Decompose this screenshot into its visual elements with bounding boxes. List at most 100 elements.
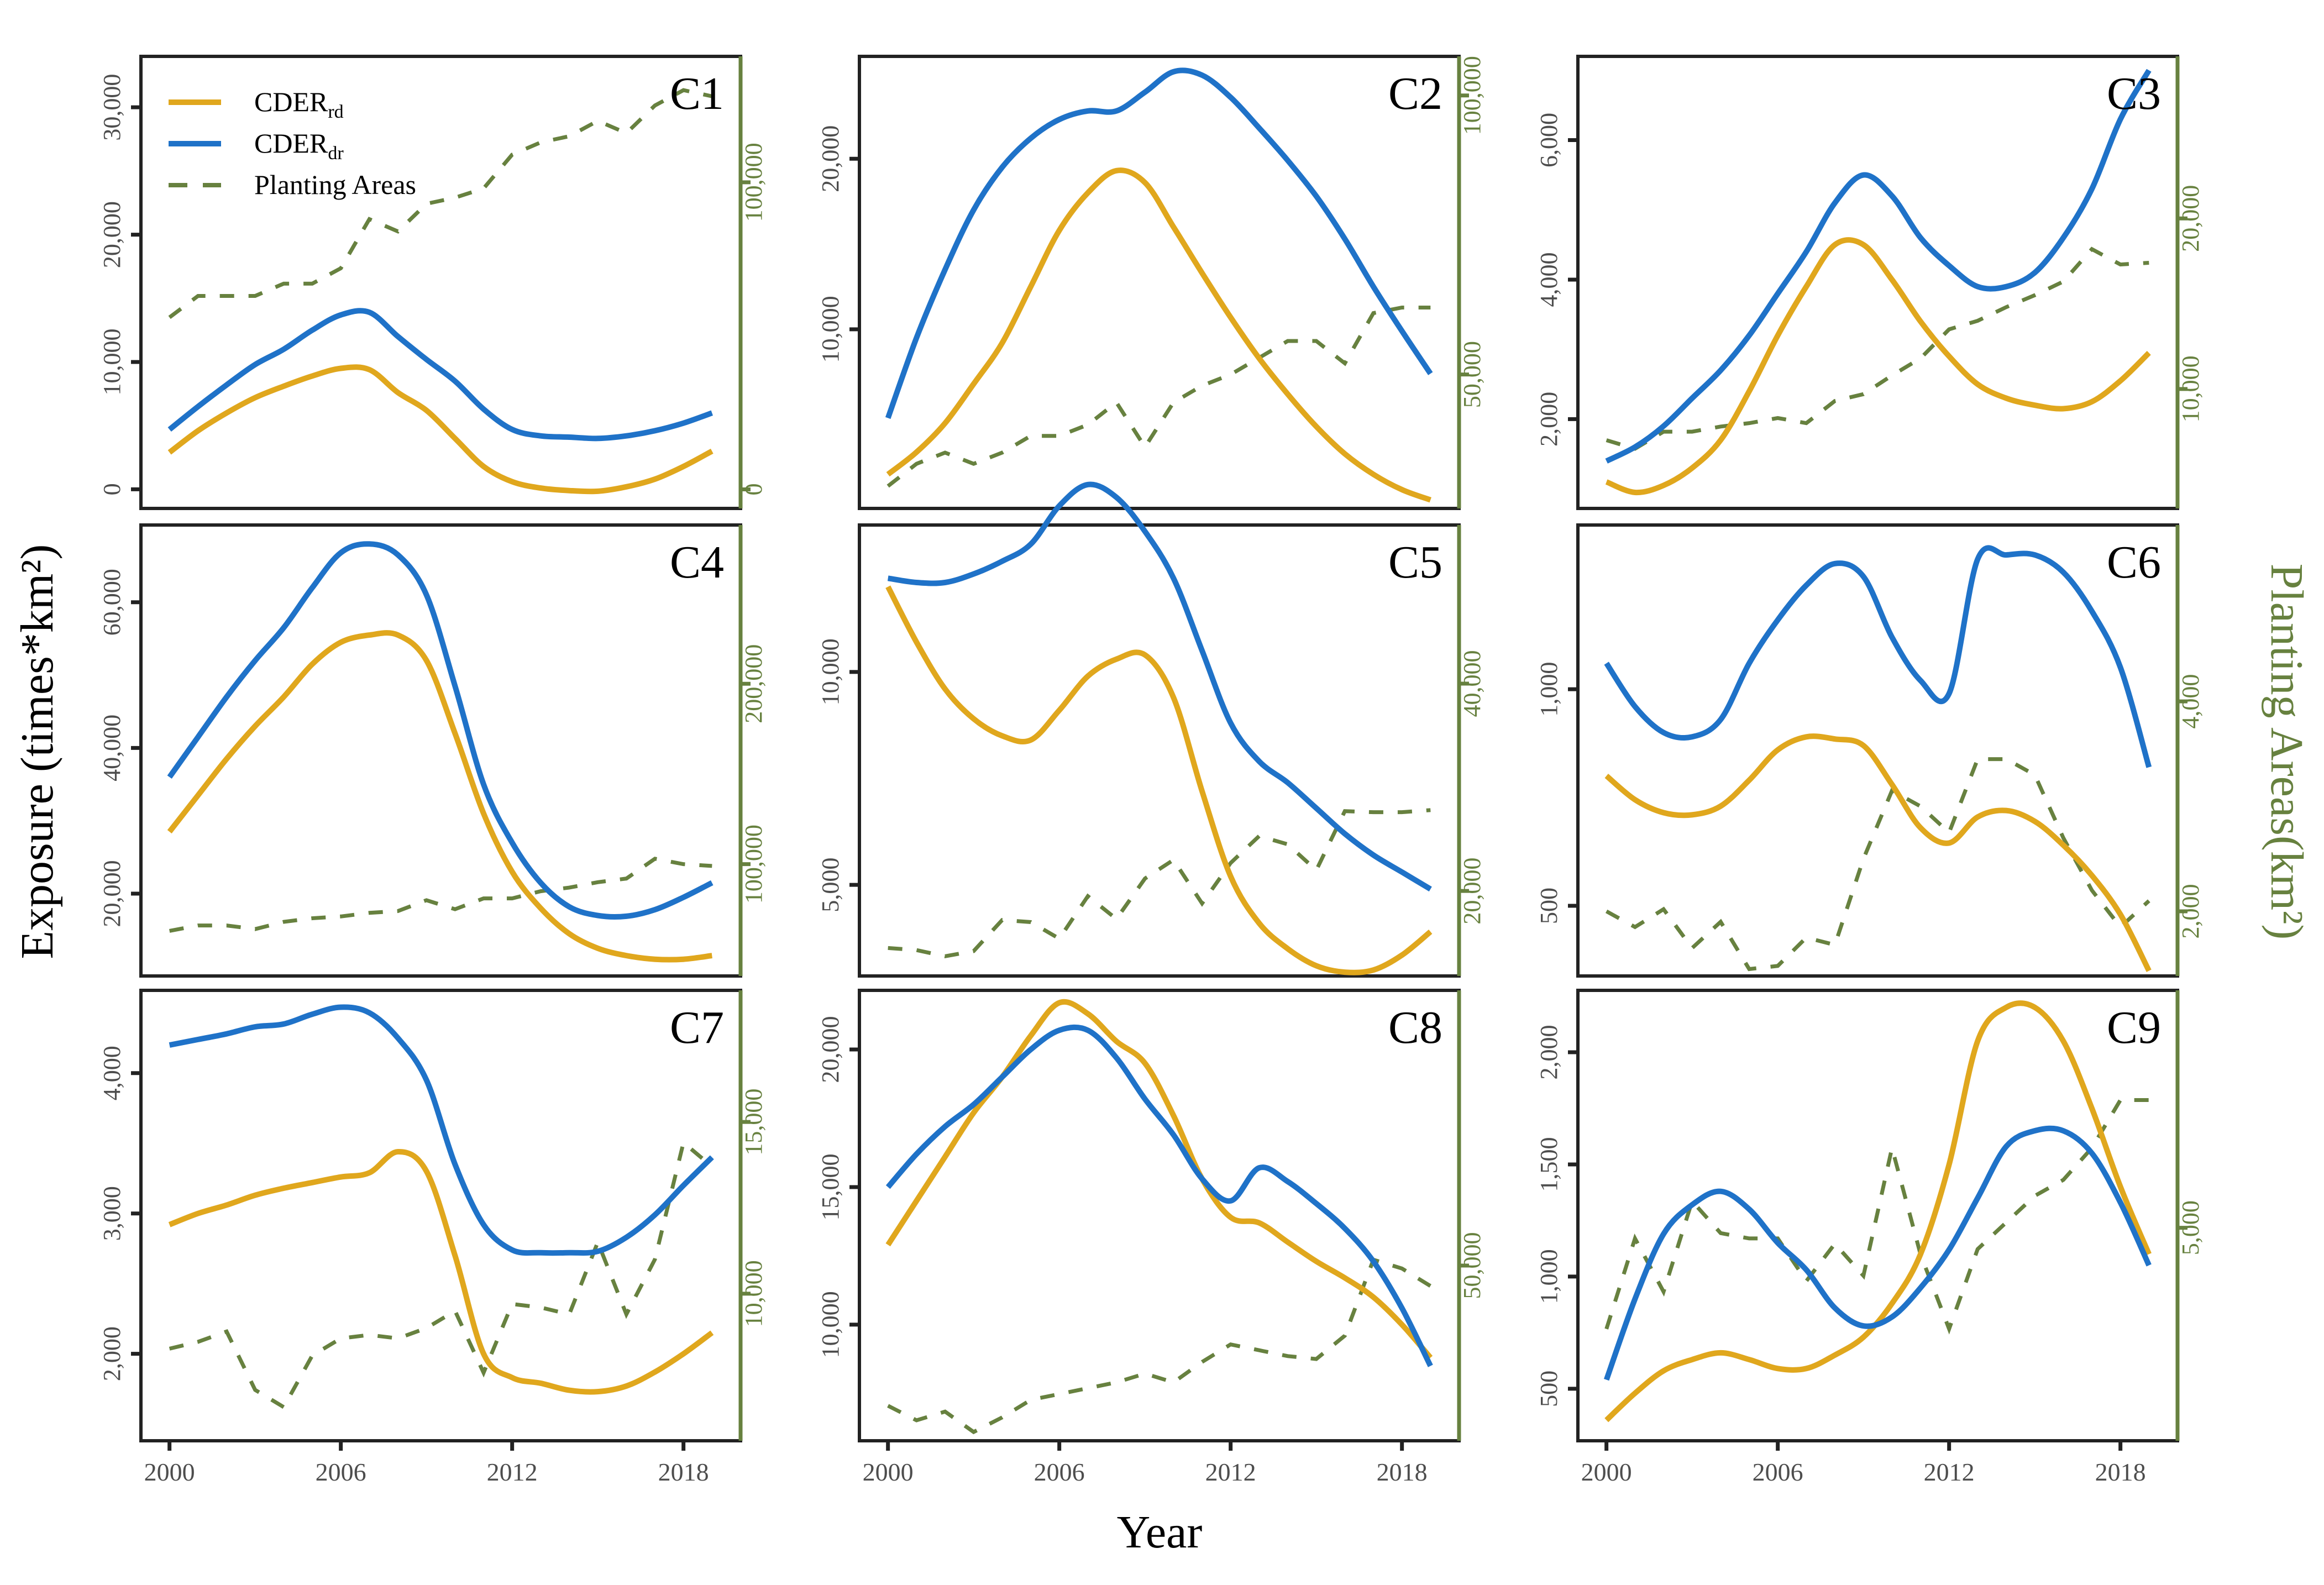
plot-frame <box>858 523 1461 978</box>
y-axis-label-left: Exposure (times*km²) <box>12 544 63 959</box>
y-tick-label: 3,000 <box>98 1186 125 1241</box>
x-tick-label: 2018 <box>2095 1458 2146 1486</box>
plot-frame <box>139 523 742 978</box>
series-cder-rd <box>1604 733 2152 972</box>
panel-label: C6 <box>2107 537 2161 588</box>
y-right-tick-label: 20,000 <box>2177 185 2204 252</box>
legend-label-subscript: dr <box>328 143 344 164</box>
y-tick-label: 60,000 <box>98 569 125 636</box>
series-planting-areas <box>1606 246 2149 451</box>
y-tick-label: 30,000 <box>98 74 125 141</box>
y-right-tick-label: 100,000 <box>740 143 767 222</box>
y-tick-label: 0 <box>98 483 125 495</box>
x-tick-label: 2018 <box>658 1458 709 1486</box>
y-tick-label: 20,000 <box>817 1016 844 1083</box>
y-right-tick-label: 15,000 <box>740 1089 767 1156</box>
panel-label: C9 <box>2107 1002 2161 1053</box>
plot-frame <box>858 989 1461 1442</box>
y-right-tick-label: 10,000 <box>2177 355 2204 422</box>
series-planting-areas <box>887 1257 1432 1435</box>
panel-c2: 10,000 20,000 50,000 100,000 C2 <box>817 55 1486 510</box>
series-planting-areas <box>169 1139 714 1410</box>
y-right-tick-label: 200,000 <box>740 644 767 723</box>
y-tick-label: 2,000 <box>1535 1025 1562 1080</box>
series-cder-rd <box>167 630 712 963</box>
panel-c5: 5,000 10,000 20,000 40,000 C5 <box>817 481 1486 978</box>
y-right-tick-label: 20,000 <box>1459 858 1486 925</box>
panel-c4: 20,000 40,000 60,000 100,000 200,000 C4 <box>98 523 767 978</box>
plot-frame <box>858 55 1461 510</box>
panel-c7: 2,000 3,000 4,000 10,000 15,000 2000 2006 2012 2… <box>98 989 767 1486</box>
y-right-tick-label: 100,000 <box>1459 56 1486 135</box>
series-cder-dr <box>167 308 713 442</box>
y-tick-label: 10,000 <box>817 296 844 363</box>
y-right-tick-label: 50,000 <box>1459 1232 1486 1299</box>
legend-label-subscript: rd <box>328 102 343 122</box>
plot-frame <box>139 55 742 510</box>
panel-label: C2 <box>1388 68 1442 119</box>
series-planting-areas <box>169 857 712 933</box>
x-tick-label: 2006 <box>316 1458 366 1486</box>
series-cder-dr <box>1604 545 2152 768</box>
series-cder-dr <box>169 1004 714 1256</box>
y-right-tick-label: 4,000 <box>2177 674 2204 729</box>
y-tick-label: 10,000 <box>817 638 844 705</box>
series-cder-dr <box>167 541 714 920</box>
series-cder-dr <box>885 67 1433 419</box>
panel-label: C1 <box>670 68 724 119</box>
series-planting-areas <box>1605 757 2150 972</box>
legend-item: Planting Areas <box>169 169 416 200</box>
legend-label: Planting Areas <box>254 169 416 200</box>
panel-label: C3 <box>2107 68 2161 119</box>
y-right-tick-label: 10,000 <box>740 1260 767 1327</box>
panel-c8: 10,000 15,000 20,000 50,000 2000 2006 2012 2018… <box>817 989 1486 1486</box>
y-right-tick-label: 100,000 <box>740 825 767 904</box>
y-tick-label: 5,000 <box>817 858 844 912</box>
panel-label: C5 <box>1388 537 1442 588</box>
x-tick-label: 2012 <box>1924 1458 1975 1486</box>
y-right-tick-label: 50,000 <box>1459 341 1486 408</box>
y-right-tick-label: 5,000 <box>2177 1200 2204 1255</box>
panel-c9: 500 1,000 1,500 2,000 5,000 2000 2006 2012 2018 C… <box>1535 989 2204 1486</box>
y-tick-label: 10,000 <box>98 329 125 396</box>
x-tick-label: 2006 <box>1753 1458 1803 1486</box>
y-tick-label: 500 <box>1535 1371 1562 1407</box>
series-cder-rd <box>1605 237 2151 496</box>
series-cder-rd <box>885 999 1433 1360</box>
y-tick-label: 40,000 <box>98 715 125 781</box>
panels: 0 10,000 20,000 30,000 0 100,000 C1 10,000 20,00… <box>98 55 2204 1486</box>
series-planting-areas <box>886 305 1431 488</box>
x-tick-label: 2000 <box>863 1458 914 1486</box>
panel-label: C7 <box>670 1002 724 1053</box>
y-tick-label: 1,000 <box>1535 1249 1562 1304</box>
x-tick-label: 2000 <box>1581 1458 1632 1486</box>
y-tick-label: 6,000 <box>1535 113 1562 167</box>
series-cder-rd <box>885 585 1433 975</box>
y-tick-label: 2,000 <box>1535 392 1562 447</box>
x-axis-label: Year <box>1117 1507 1203 1558</box>
x-tick-label: 2018 <box>1377 1458 1428 1486</box>
y-tick-label: 1,500 <box>1535 1137 1562 1192</box>
y-tick-label: 500 <box>1535 888 1562 924</box>
y-axis-label-right: Planting Areas(km²) <box>2261 564 2312 940</box>
plot-frame <box>1576 523 2179 978</box>
series-cder-dr <box>887 481 1432 892</box>
panel-c3: 2,000 4,000 6,000 10,000 20,000 C3 <box>1535 55 2204 510</box>
y-tick-label: 15,000 <box>817 1153 844 1220</box>
series-planting-areas <box>168 88 713 319</box>
series-cder-dr <box>885 1024 1433 1367</box>
y-right-tick-label: 40,000 <box>1459 650 1486 717</box>
panel-label: C4 <box>670 537 724 588</box>
y-tick-label: 2,000 <box>98 1326 125 1381</box>
panel-c6: 500 1,000 2,000 4,000 C6 <box>1535 523 2204 978</box>
y-tick-label: 1,000 <box>1535 662 1562 717</box>
y-tick-label: 4,000 <box>1535 252 1562 307</box>
series-cder-rd <box>886 167 1431 503</box>
series-cder-rd <box>168 1148 714 1395</box>
panel-label: C8 <box>1388 1002 1442 1053</box>
x-tick-label: 2000 <box>144 1458 195 1486</box>
y-tick-label: 4,000 <box>98 1046 125 1100</box>
